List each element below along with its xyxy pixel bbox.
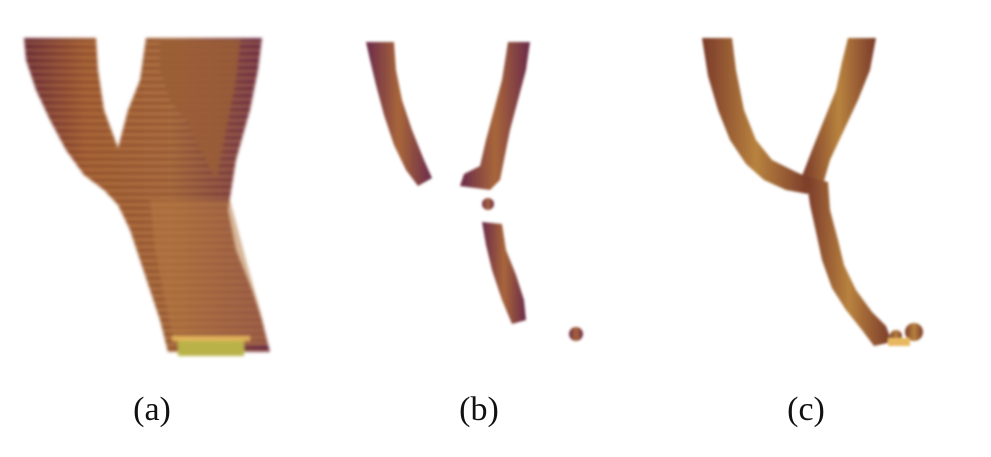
vessel-render-a bbox=[24, 38, 270, 356]
caption-b: (b) bbox=[459, 391, 499, 428]
vessel-render-b bbox=[366, 42, 583, 341]
caption-a: (a) bbox=[133, 391, 171, 428]
caption-c: (c) bbox=[787, 391, 825, 428]
vessel-render-c bbox=[702, 38, 923, 346]
